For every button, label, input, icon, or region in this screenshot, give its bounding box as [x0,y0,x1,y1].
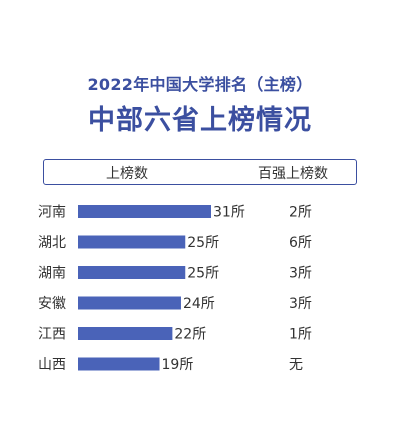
category-label: 湖北 [38,235,66,251]
value-label: 25所 [187,266,219,282]
category-label: 湖南 [38,266,66,282]
top100-label: 2所 [289,205,312,221]
bar-湖北 [78,235,186,249]
top100-label: 1所 [289,327,312,343]
category-label: 安徽 [38,296,66,312]
column-header-count: 上榜数 [106,166,148,182]
top100-label: 3所 [289,296,312,312]
category-label: 山西 [38,357,66,373]
bar-湖南 [78,266,186,279]
bar-山西 [78,357,160,371]
top100-label: 6所 [289,235,312,251]
bar-河南 [78,205,211,218]
chart-subtitle: 2022年中国大学排名（主榜） [87,75,313,94]
value-label: 22所 [174,327,206,343]
column-header-top100: 百强上榜数 [258,166,328,182]
value-label: 25所 [187,235,219,251]
top100-label: 3所 [289,266,312,282]
value-label: 31所 [213,205,245,221]
value-label: 19所 [162,357,194,373]
value-label: 24所 [183,296,215,312]
chart-title: 中部六省上榜情况 [88,105,312,136]
column-header: 上榜数 百强上榜数 [43,159,357,185]
bar-江西 [78,327,173,340]
top100-label: 无 [289,357,303,373]
category-label: 河南 [38,205,66,221]
bar-安徽 [78,296,181,310]
category-label: 江西 [38,327,66,343]
